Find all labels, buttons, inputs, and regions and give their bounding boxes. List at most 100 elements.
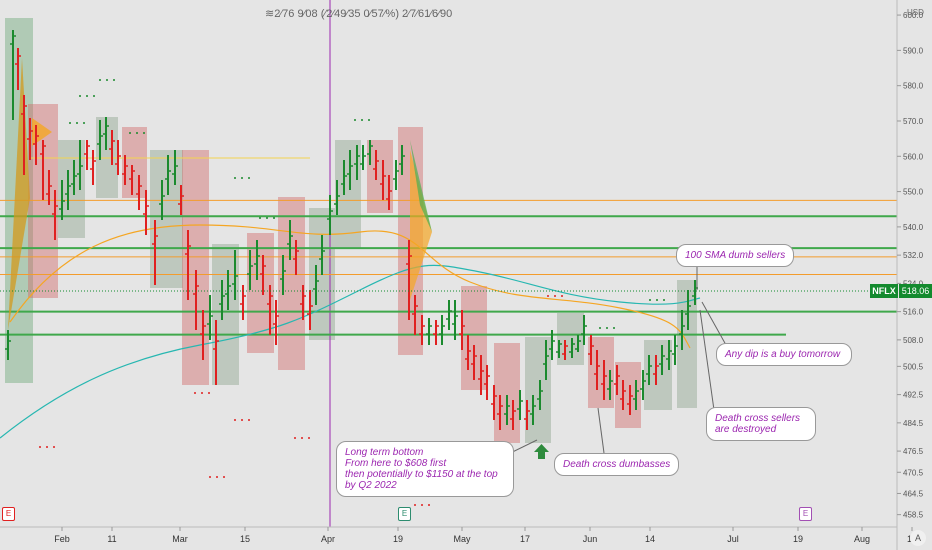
x-tick-label: 11	[107, 534, 116, 544]
auto-scale-button[interactable]: A	[910, 530, 926, 546]
zone-box	[615, 362, 641, 428]
signal-dot	[76, 122, 78, 124]
annotation-death-cross-destroyed: Death cross sellers are destroyed	[706, 407, 816, 441]
x-tick-label: Apr	[321, 534, 335, 544]
signal-dot	[39, 446, 41, 448]
y-tick-label: 600.0	[903, 11, 924, 20]
x-tick-label: Mar	[172, 534, 188, 544]
signal-dot	[561, 295, 563, 297]
signal-dot	[308, 437, 310, 439]
signal-dot	[201, 392, 203, 394]
signal-dot	[248, 419, 250, 421]
signal-dot	[361, 119, 363, 121]
signal-dot	[266, 217, 268, 219]
signal-dot	[613, 327, 615, 329]
signal-dot	[129, 132, 131, 134]
signal-dot	[46, 446, 48, 448]
x-tick-label: 19	[793, 534, 803, 544]
signal-dot	[421, 504, 423, 506]
annotation-long-term-bottom: Long term bottom From here to $608 first…	[336, 441, 514, 497]
signal-dot	[106, 79, 108, 81]
annotation-connector	[699, 309, 715, 411]
signal-dot	[216, 476, 218, 478]
signal-dot	[414, 504, 416, 506]
signal-dot	[194, 392, 196, 394]
annotation-100sma: 100 SMA dumb sellers	[676, 244, 795, 267]
x-tick-label: 17	[520, 534, 530, 544]
y-tick-label: 550.0	[903, 188, 924, 197]
sma-50-line	[9, 224, 691, 349]
x-tick-label: Feb	[54, 534, 70, 544]
signal-dot	[428, 504, 430, 506]
x-tick-label: Aug	[854, 534, 870, 544]
x-tick-label: 19	[393, 534, 403, 544]
last-price-tag: 518.06	[899, 284, 932, 298]
signal-dot	[301, 437, 303, 439]
signal-dot	[99, 79, 101, 81]
x-tick-label: 14	[645, 534, 655, 544]
annotation-connector	[701, 301, 727, 346]
zone-box	[525, 337, 551, 443]
y-tick-label: 508.0	[903, 336, 924, 345]
zone-box	[122, 127, 147, 198]
sma-100-line	[0, 264, 701, 439]
signal-dot	[113, 79, 115, 81]
x-tick-label: Jul	[727, 534, 739, 544]
signal-dot	[606, 327, 608, 329]
x-tick-label: Jun	[583, 534, 598, 544]
y-tick-label: 532.0	[903, 251, 924, 260]
annotation-death-cross-dumbasses: Death cross dumbasses	[554, 453, 680, 476]
signal-dot	[248, 177, 250, 179]
signal-dot	[241, 419, 243, 421]
y-tick-label: 516.0	[903, 308, 924, 317]
signal-dot	[368, 119, 370, 121]
signal-dot	[663, 299, 665, 301]
signal-dot	[53, 446, 55, 448]
annotation-buy-dip: Any dip is a buy tomorrow	[716, 343, 852, 366]
y-tick-label: 524.0	[903, 279, 924, 288]
y-tick-label: 540.0	[903, 223, 924, 232]
y-tick-label: 464.5	[903, 489, 924, 498]
signal-dot	[208, 392, 210, 394]
y-tick-label: 570.0	[903, 117, 924, 126]
y-tick-label: 492.5	[903, 391, 924, 400]
signal-dot	[136, 132, 138, 134]
earnings-event-marker[interactable]: E	[398, 507, 411, 521]
signal-dot	[599, 327, 601, 329]
signal-dot	[93, 95, 95, 97]
earnings-event-marker[interactable]: E	[2, 507, 15, 521]
signal-dot	[69, 122, 71, 124]
earnings-event-marker[interactable]: E	[799, 507, 812, 521]
signal-dot	[223, 476, 225, 478]
ohlc-legend: ≋2⁄76 9⁄08 (⁄2⁄49⁄35 0⁄57⁄%) 2⁄7⁄61⁄6⁄90	[265, 8, 453, 20]
y-tick-label: 580.0	[903, 82, 924, 91]
signal-dot	[234, 177, 236, 179]
zone-box	[182, 150, 209, 385]
currency-label: USD	[907, 8, 924, 17]
signal-dot	[554, 295, 556, 297]
y-tick-label: 484.5	[903, 419, 924, 428]
signal-dot	[354, 119, 356, 121]
signal-dot	[209, 476, 211, 478]
signal-dot	[656, 299, 658, 301]
signal-dot	[259, 217, 261, 219]
signal-dot	[79, 95, 81, 97]
zone-box	[494, 343, 520, 443]
zone-box	[557, 313, 584, 365]
signal-dot	[294, 437, 296, 439]
y-tick-label: 458.5	[903, 511, 924, 520]
y-tick-label: 560.0	[903, 152, 924, 161]
y-tick-label: 476.5	[903, 447, 924, 456]
x-tick-label: May	[453, 534, 471, 544]
symbol-badge: NFLX	[870, 284, 898, 298]
y-tick-label: 590.0	[903, 46, 924, 55]
signal-dot	[86, 95, 88, 97]
y-tick-label: 500.5	[903, 362, 924, 371]
annotation-connector	[597, 407, 605, 454]
signal-dot	[143, 132, 145, 134]
signal-dot	[241, 177, 243, 179]
signal-dot	[234, 419, 236, 421]
signal-dot	[547, 295, 549, 297]
signal-dot	[273, 217, 275, 219]
